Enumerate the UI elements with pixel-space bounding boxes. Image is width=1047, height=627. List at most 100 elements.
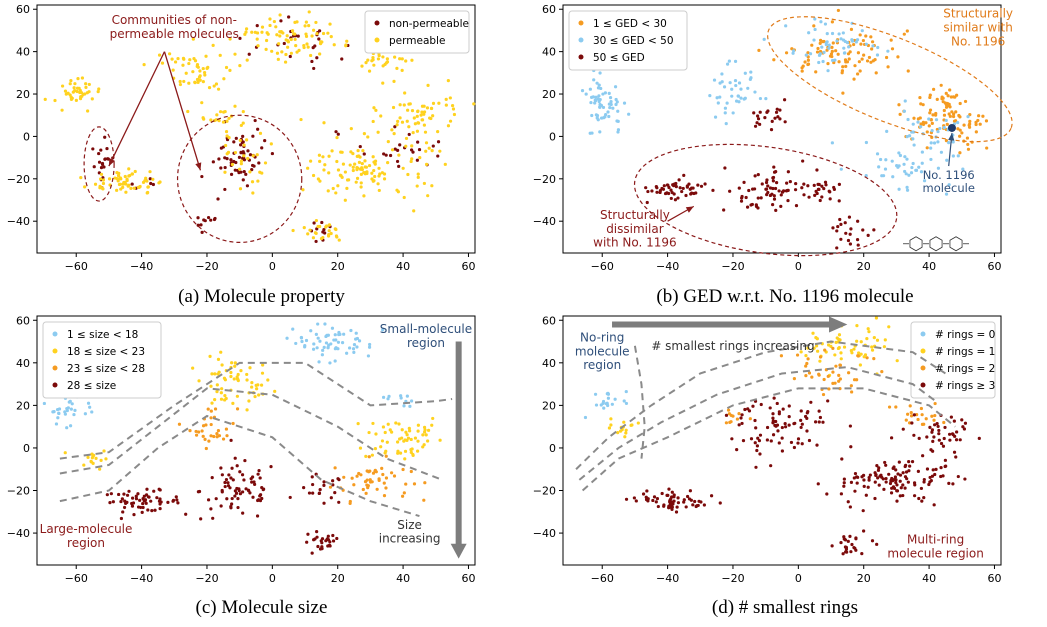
scatter-point xyxy=(925,467,930,471)
scatter-point xyxy=(925,130,929,134)
scatter-point xyxy=(665,191,669,195)
scatter-point xyxy=(206,65,210,69)
scatter-point xyxy=(787,415,791,419)
x-tick-label: 60 xyxy=(461,260,475,273)
scatter-point xyxy=(320,40,324,44)
scatter-point xyxy=(770,119,774,123)
scatter-point xyxy=(937,428,941,433)
scatter-point xyxy=(784,425,788,429)
scatter-point xyxy=(238,187,243,191)
panel-c: −60 −40 −20 0 20 40 60 −40 −20 0 20 40 60 1 ≤ size < … xyxy=(0,311,523,623)
scatter-point xyxy=(368,478,372,482)
scatter-point xyxy=(253,394,257,399)
y-tick-label: −40 xyxy=(7,527,30,540)
scatter-point xyxy=(229,370,233,375)
scatter-point xyxy=(210,372,214,376)
scatter-point xyxy=(327,171,331,175)
scatter-point xyxy=(841,65,845,69)
scatter-point xyxy=(431,416,435,421)
scatter-point xyxy=(418,156,422,160)
scatter-point xyxy=(725,62,730,66)
scatter-point xyxy=(296,34,300,38)
scatter-point xyxy=(102,449,106,453)
scatter-point xyxy=(218,53,222,57)
scatter-point xyxy=(336,132,340,136)
scatter-point xyxy=(726,408,731,412)
scatter-point xyxy=(932,435,936,439)
scatter-point xyxy=(889,38,893,42)
scatter-point xyxy=(407,426,411,430)
scatter-point xyxy=(799,409,803,413)
scatter-point xyxy=(306,166,310,170)
scatter-point xyxy=(891,175,895,179)
scatter-point xyxy=(217,119,221,123)
scatter-point xyxy=(935,422,939,426)
scatter-point xyxy=(963,99,968,104)
scatter-point xyxy=(233,364,237,368)
scatter-point xyxy=(723,106,727,110)
scatter-point xyxy=(601,399,606,404)
scatter-point xyxy=(117,182,122,187)
scatter-point xyxy=(392,79,396,83)
scatter-point xyxy=(929,448,933,452)
scatter-point xyxy=(655,496,660,501)
scatter-point xyxy=(775,401,779,406)
scatter-point xyxy=(146,508,150,512)
scatter-point xyxy=(928,108,933,112)
scatter-point xyxy=(961,167,965,171)
scatter-point xyxy=(870,345,874,349)
scatter-point xyxy=(860,552,864,556)
scatter-point xyxy=(315,530,319,534)
scatter-point xyxy=(382,481,386,485)
scatter-point xyxy=(793,188,798,192)
y-tick-label: 40 xyxy=(16,357,30,370)
scatter-point xyxy=(286,45,290,49)
scatter-point xyxy=(101,178,106,182)
scatter-point xyxy=(220,363,224,367)
scatter-point xyxy=(905,185,909,189)
scatter-point xyxy=(981,114,985,118)
scatter-point xyxy=(672,495,676,499)
x-tick-label: −60 xyxy=(591,260,614,273)
scatter-point xyxy=(431,101,436,105)
scatter-point xyxy=(716,101,720,105)
scatter-point xyxy=(53,98,57,103)
scatter-point xyxy=(396,148,400,152)
scatter-point xyxy=(233,104,237,108)
scatter-point xyxy=(233,168,237,172)
scatter-point xyxy=(368,342,372,347)
scatter-point xyxy=(387,394,391,398)
scatter-point xyxy=(326,31,330,35)
scatter-point xyxy=(380,466,384,471)
scatter-point xyxy=(645,489,649,493)
scatter-point xyxy=(842,51,847,55)
scatter-point xyxy=(627,112,631,116)
scatter-point xyxy=(404,136,409,141)
scatter-point xyxy=(794,182,798,186)
scatter-point xyxy=(273,389,277,393)
scatter-points xyxy=(42,322,442,555)
scatter-point xyxy=(143,179,147,183)
scatter-point xyxy=(966,147,971,151)
scatter-point xyxy=(966,115,970,119)
x-tick-label: 0 xyxy=(795,572,802,585)
scatter-point xyxy=(739,416,743,420)
scatter-point xyxy=(229,374,233,379)
scatter-point xyxy=(391,105,396,110)
scatter-point xyxy=(130,172,134,176)
scatter-point xyxy=(766,109,770,113)
scatter-point xyxy=(251,475,255,479)
scatter-point xyxy=(804,53,808,57)
scatter-point xyxy=(340,150,344,154)
scatter-point xyxy=(739,199,744,203)
scatter-point xyxy=(125,493,130,497)
scatter-point xyxy=(950,110,954,114)
scatter-point xyxy=(57,411,61,416)
scatter-point xyxy=(228,37,232,41)
scatter-point xyxy=(966,142,970,147)
scatter-point xyxy=(774,424,778,428)
scatter-point xyxy=(727,59,731,63)
scatter-point xyxy=(958,134,962,138)
scatter-point xyxy=(220,473,224,477)
